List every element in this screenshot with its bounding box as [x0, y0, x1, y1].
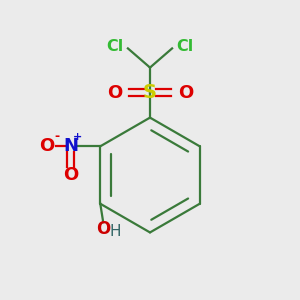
Text: -: -: [54, 130, 60, 143]
Text: Cl: Cl: [177, 39, 194, 54]
Text: O: O: [39, 137, 54, 155]
Text: O: O: [107, 84, 122, 102]
Text: O: O: [178, 84, 193, 102]
Text: Cl: Cl: [106, 39, 123, 54]
Text: O: O: [63, 166, 79, 184]
Text: O: O: [96, 220, 110, 238]
Text: H: H: [110, 224, 121, 238]
Text: S: S: [143, 83, 157, 102]
Text: +: +: [73, 132, 82, 142]
Text: N: N: [63, 137, 78, 155]
